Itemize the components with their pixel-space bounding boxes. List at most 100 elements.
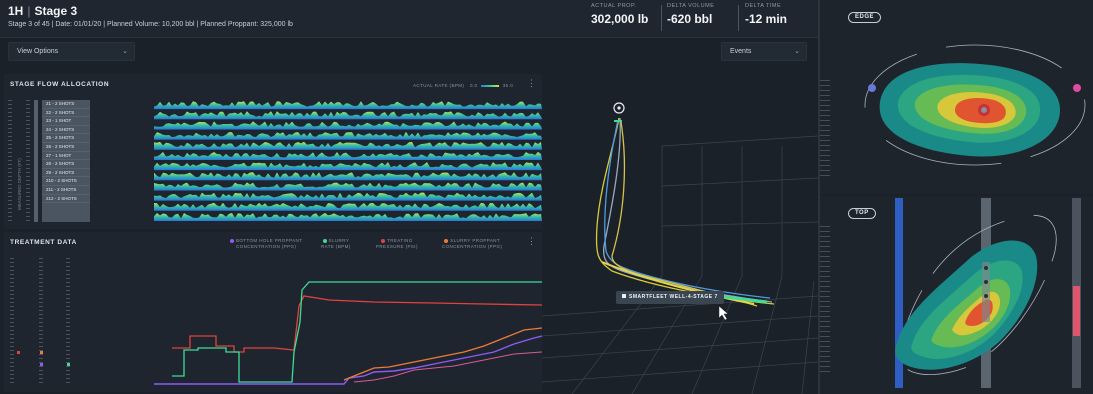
top-view-label[interactable]: TOP: [848, 208, 876, 219]
top-boundary: [898, 214, 1057, 376]
flow-trace: [154, 131, 542, 140]
stage-label[interactable]: 25 - 2 SHOTS: [42, 134, 90, 143]
kebab-menu-icon[interactable]: ⋮: [527, 236, 536, 246]
edge-well-point: [981, 107, 987, 113]
stage-label[interactable]: 24 - 2 SHOTS: [42, 126, 90, 135]
depth-scrollbar[interactable]: [34, 100, 38, 222]
metric-value: 302,000 lb: [591, 12, 649, 26]
stage-label[interactable]: 22 - 2 SHOTS: [42, 109, 90, 118]
wellhead-flag: [614, 120, 622, 122]
metric-label: ACTUAL PROP.: [591, 3, 637, 9]
well-name: 1H: [8, 4, 24, 18]
flow-trace: [154, 182, 542, 190]
legend-line1: SLURRY: [328, 238, 350, 243]
slurry-proppant-line: [343, 327, 542, 381]
metric-divider: [661, 5, 662, 31]
legend-dot: [230, 238, 234, 243]
header-bar: 1H | Stage 3 Stage 3 of 45 | Date: 01/01/2…: [0, 0, 818, 38]
depth-ticks: [8, 100, 12, 222]
pressure-secondary-line: [353, 351, 542, 383]
stage-label[interactable]: 27 - 1 SHOT: [42, 152, 90, 161]
axis-marker-bh-proppant: [40, 363, 43, 366]
flow-trace: [154, 141, 542, 150]
top-wellbore-blue: [895, 198, 903, 388]
well-stage-tooltip[interactable]: SMARTFLEET WELL-4-STAGE 7: [616, 291, 724, 304]
toolbar: View Options ⌄ Events ⌄: [0, 38, 818, 66]
flow-traces: [154, 101, 542, 221]
flow-trace: [154, 202, 542, 211]
edge-view-label[interactable]: EDGE: [848, 12, 882, 23]
treatment-data-panel: TREATMENT DATA BOTTOM HOLE PROPPANT CONC…: [4, 232, 542, 392]
flow-trace: [154, 192, 542, 201]
metric-value: -12 min: [745, 12, 788, 26]
stage-summary: Stage 3 of 45 | Date: 01/01/20 | Planned…: [8, 21, 293, 28]
stage-label[interactable]: 26 - 2 SHOTS: [42, 143, 90, 152]
stage-label[interactable]: 28 - 2 SHOTS: [42, 160, 90, 169]
treating-pressure-line: [172, 295, 542, 353]
edge-view-panel: EDGE: [820, 0, 1093, 194]
stage-label[interactable]: 23 - 1 SHOT: [42, 117, 90, 126]
chevron-down-icon: ⌄: [122, 48, 128, 55]
view-options-dropdown[interactable]: View Options ⌄: [8, 42, 135, 61]
stage-label-column: 21 - 2 SHOTS 22 - 2 SHOTS 23 - 1 SHOT 24 - …: [42, 100, 90, 222]
wellhead-marker-icon[interactable]: [613, 102, 625, 114]
stage-label[interactable]: 29 - 2 SHOTS: [42, 169, 90, 178]
stage-flow-panel: STAGE FLOW ALLOCATION ACTUAL RATE (BPM) …: [4, 74, 542, 229]
legend-line2: CONCENTRATION (PPG): [442, 244, 503, 249]
top-view-panel: TOP: [820, 196, 1093, 394]
rate-legend-max: 35.0: [502, 83, 514, 88]
flow-trace: [154, 212, 542, 221]
legend-line1: TREATING: [387, 238, 413, 243]
depth-axis-label: MEASURED DEPTH (FT): [17, 158, 22, 210]
wellbore-traces: [595, 117, 775, 307]
depth-axis: MEASURED DEPTH (FT): [8, 100, 40, 222]
events-label: Events: [730, 48, 752, 55]
axis-ticks-pressure: [10, 258, 14, 383]
metric-value: -620 bbl: [667, 12, 713, 26]
edge-heatmap: [864, 44, 1086, 166]
panel-divider[interactable]: [818, 0, 820, 394]
legend-dot: [381, 238, 386, 243]
treatment-chart: [154, 281, 542, 385]
stage-label[interactable]: 212 - 2 SHOTS: [42, 195, 90, 204]
kebab-menu-icon[interactable]: ⋮: [527, 78, 536, 88]
edge-marker-right: [1073, 84, 1081, 92]
top-perf-point: [984, 266, 988, 270]
events-dropdown[interactable]: Events ⌄: [721, 42, 807, 61]
rate-legend-min: 0.0: [469, 83, 478, 88]
chevron-down-icon: ⌄: [794, 48, 800, 55]
axis-marker-proppant: [40, 351, 43, 354]
top-well-overlay: [982, 262, 990, 322]
axis-marker-rate: [67, 363, 70, 366]
stage-label[interactable]: 21 - 2 SHOTS: [42, 100, 90, 109]
metric-label: DELTA TIME: [745, 3, 782, 9]
legend-dot: [322, 238, 327, 243]
flow-trace: [154, 151, 542, 160]
metric-delta-volume: DELTA VOLUME -620 bbl: [667, 3, 714, 26]
view-options-label: View Options: [17, 48, 59, 55]
flow-trace: [154, 121, 542, 129]
depth-ticks: [26, 100, 30, 222]
top-perf-point: [984, 294, 988, 298]
top-wellbore-highlight: [1073, 286, 1080, 336]
legend-dot: [444, 238, 449, 243]
cursor-icon: [718, 305, 729, 321]
flow-trace: [154, 162, 542, 170]
top-depth-ruler: [820, 226, 830, 376]
stage-name: Stage 3: [34, 4, 78, 18]
well-square-icon: [622, 294, 626, 298]
stage-label[interactable]: 211 - 2 SHOTS: [42, 186, 90, 195]
flow-trace: [154, 111, 542, 119]
wellbore-3d-view[interactable]: [541, 66, 819, 394]
axis-ticks-concentration: [66, 258, 70, 383]
well-tag-label: SMARTFLEET WELL-4-STAGE 7: [629, 294, 718, 300]
legend-slurry-rate: SLURRY RATE (BPM): [321, 238, 351, 250]
legend-line1: SLURRY PROPPANT: [450, 238, 501, 243]
grid-floor: [541, 135, 819, 394]
legend-line2: RATE (BPM): [321, 244, 351, 249]
flow-trace: [154, 101, 542, 109]
title-separator: |: [27, 4, 31, 18]
legend-line2: PRESSURE (PSI): [376, 244, 418, 249]
stage-label[interactable]: 210 - 2 SHOTS: [42, 177, 90, 186]
legend-line2: CONCENTRATION (PPG): [236, 244, 297, 249]
